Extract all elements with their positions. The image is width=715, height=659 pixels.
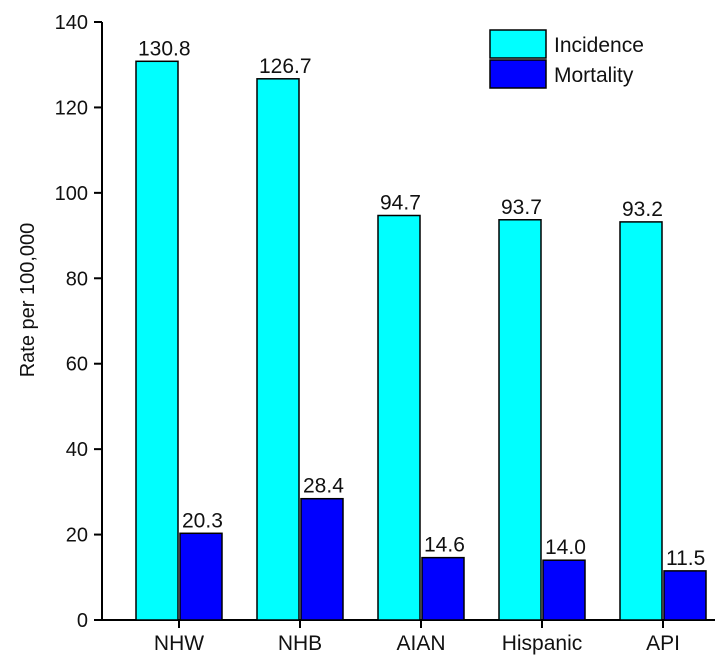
bar-mortality-hispanic (542, 559, 586, 621)
y-tick-label: 120 (55, 97, 88, 119)
bar-value-label: 14.0 (545, 536, 586, 559)
legend-label-mortality: Mortality (554, 64, 634, 87)
bar-incidence-hispanic (498, 219, 542, 621)
legend-swatch-incidence (489, 29, 547, 59)
bar-mortality-aian (421, 556, 465, 621)
y-tick-label: 60 (66, 354, 88, 376)
bar-value-label: 130.8 (138, 37, 191, 60)
y-tick-label: 80 (66, 268, 88, 290)
bar-mortality-nhw (179, 532, 223, 621)
bar-incidence-api (619, 221, 663, 621)
legend: Incidence Mortality (489, 29, 644, 89)
y-tick-label: 20 (66, 525, 88, 547)
y-tick-label: 0 (77, 610, 88, 632)
bar-incidence-nhb (256, 78, 300, 621)
bar-value-label: 28.4 (303, 475, 344, 498)
x-tick-label: Hispanic (502, 632, 583, 655)
x-tick-label: NHW (154, 632, 204, 655)
bar-mortality-nhb (300, 497, 344, 621)
bar-value-label: 14.6 (424, 534, 465, 557)
legend-label-incidence: Incidence (554, 34, 644, 57)
x-tick-label: NHB (278, 632, 322, 655)
x-tick-label: AIAN (396, 632, 445, 655)
x-tick-label: API (646, 632, 680, 655)
y-tick-label: 140 (55, 12, 88, 34)
legend-swatch-mortality (489, 59, 547, 89)
bar-incidence-nhw (135, 60, 179, 621)
bar-value-label: 93.7 (501, 196, 542, 219)
bar-value-label: 11.5 (666, 547, 705, 570)
bar-mortality-api (663, 570, 707, 621)
axes: 0 20 40 60 80 100 120 140 NHW NHB AIAN Hispanic API (55, 12, 715, 655)
bar-value-label: 93.2 (622, 198, 663, 221)
bar-value-label: 94.7 (380, 191, 421, 214)
bar-incidence-aian (377, 214, 421, 621)
y-axis-title: Rate per 100,000 (17, 223, 39, 378)
bars: 130.8 20.3 126.7 28.4 94.7 14.6 93.7 14.0 93.2 11… (135, 37, 707, 621)
bar-value-label: 126.7 (259, 55, 312, 78)
y-tick-label: 100 (55, 183, 88, 205)
y-tick-label: 40 (66, 439, 88, 461)
bar-value-label: 20.3 (182, 509, 223, 532)
